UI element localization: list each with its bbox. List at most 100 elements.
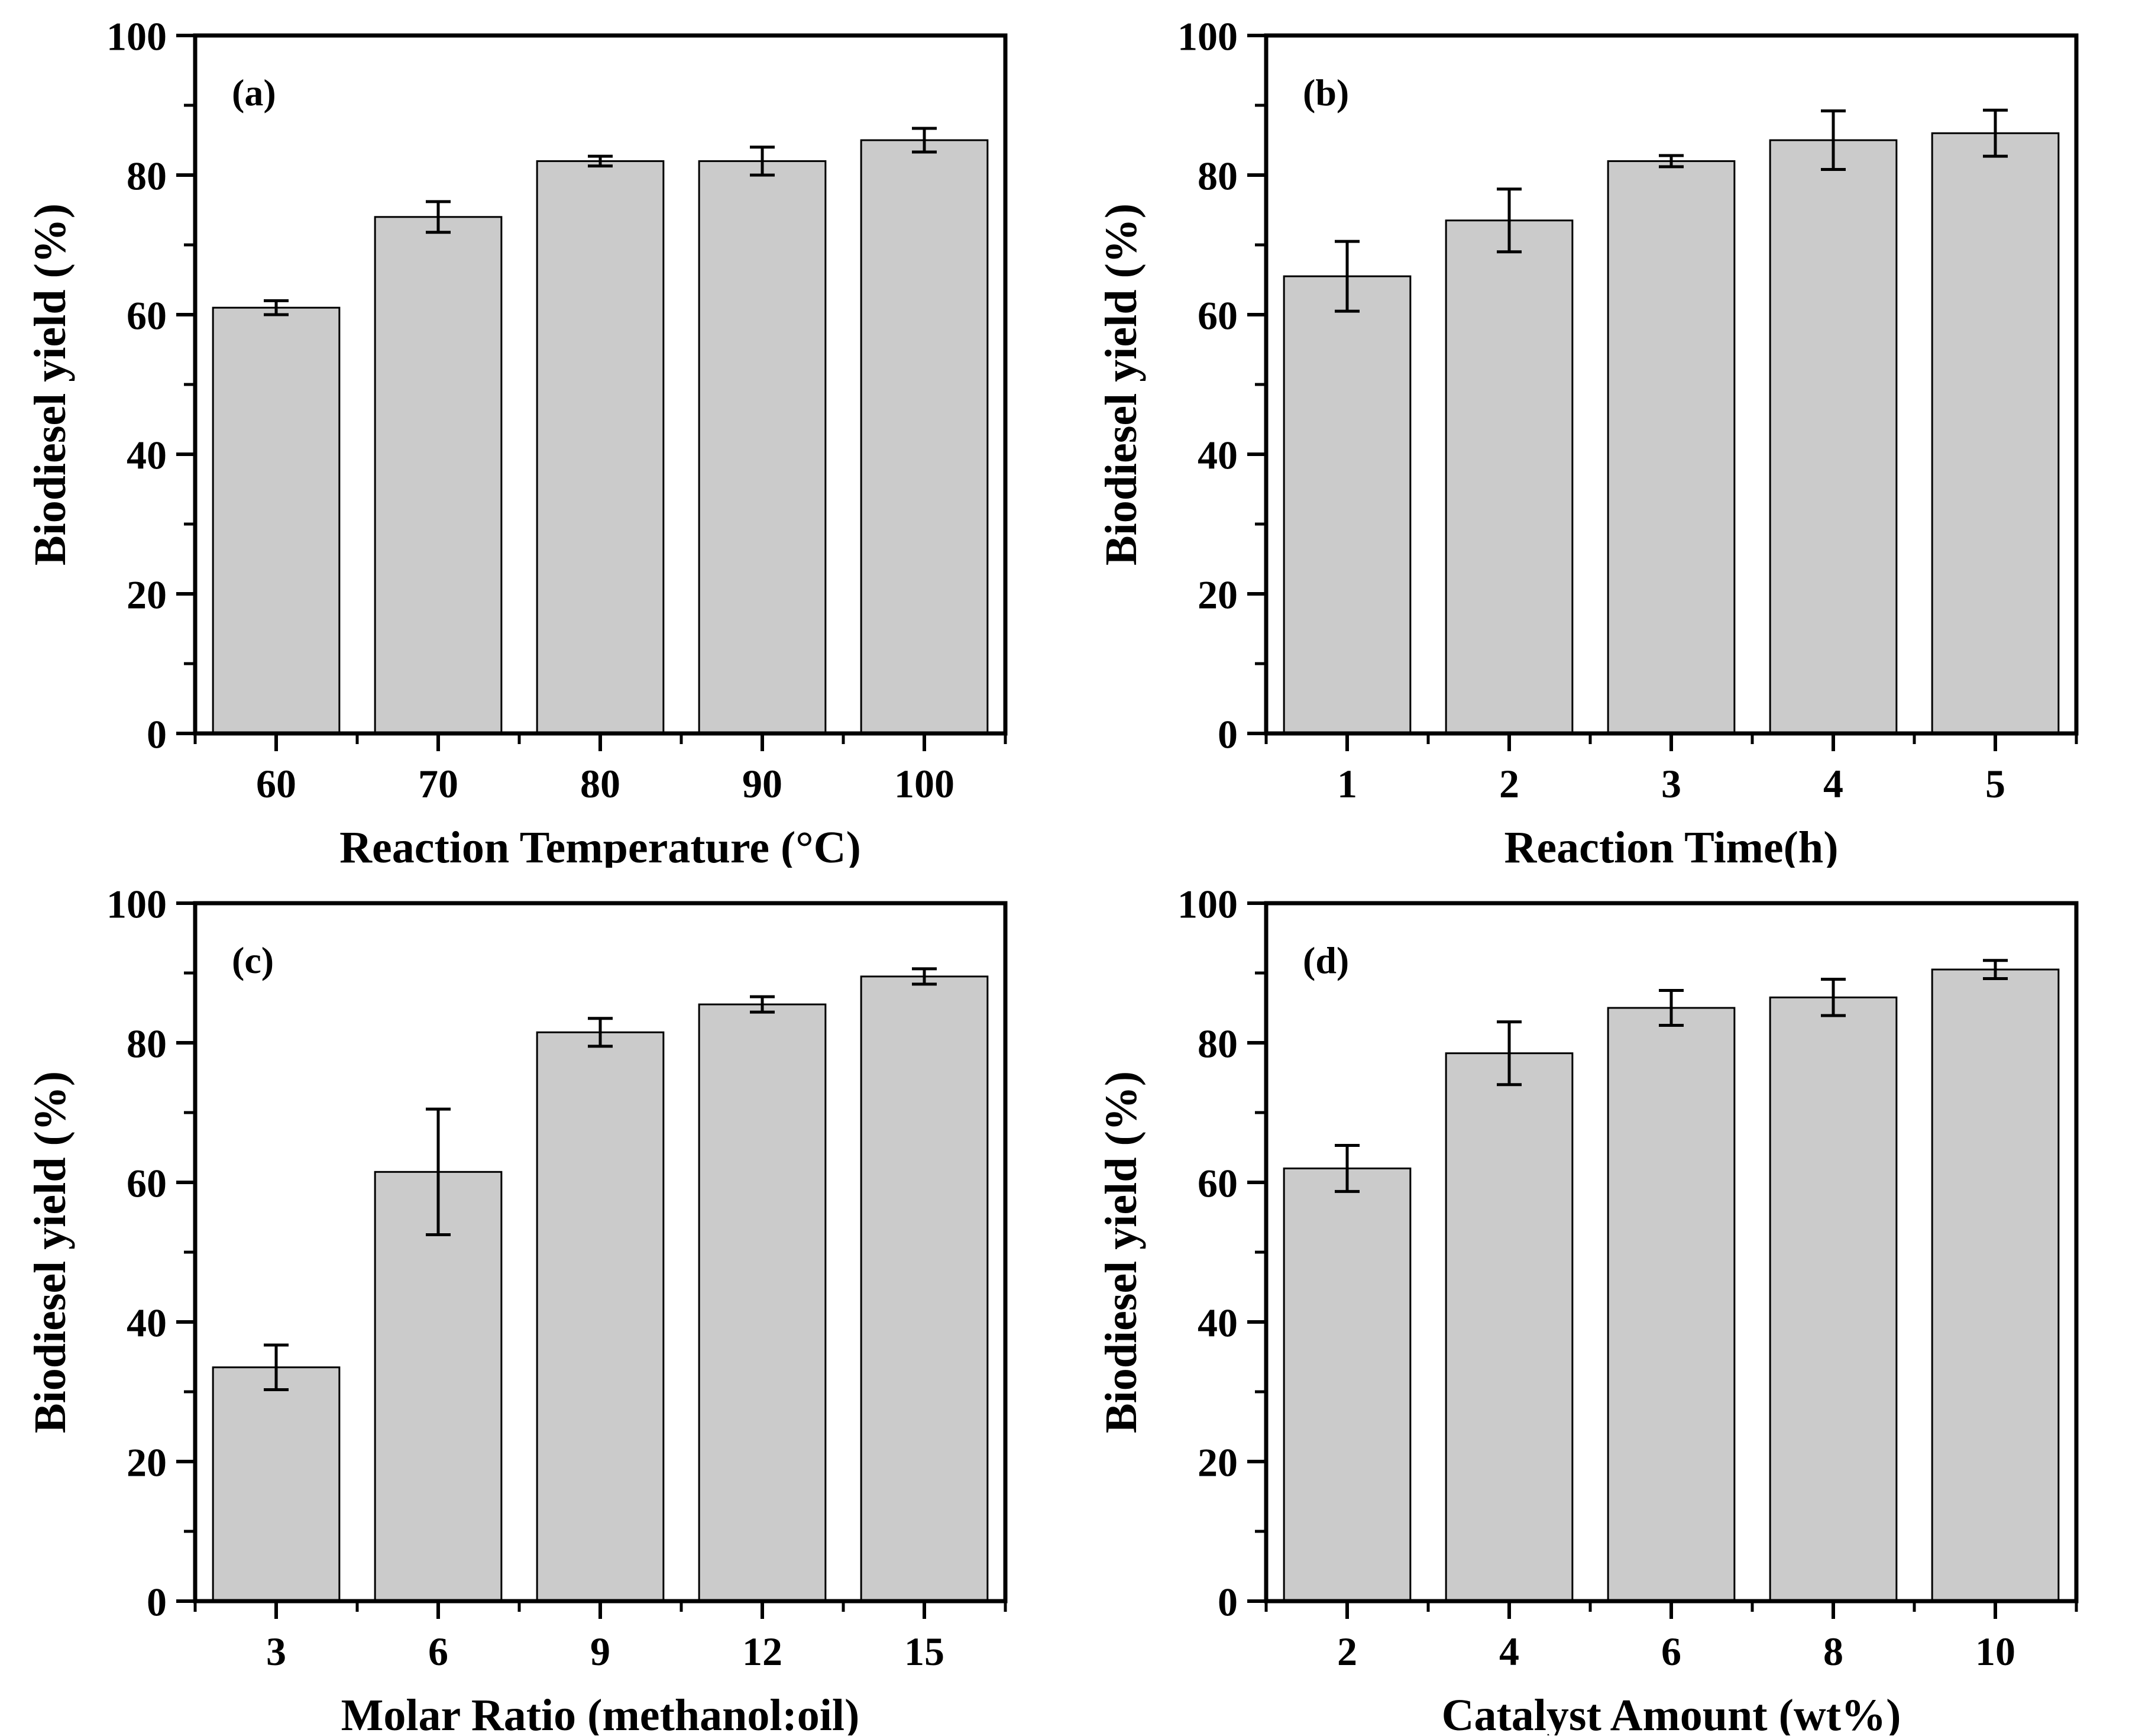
error-bar bbox=[1497, 1020, 1522, 1087]
x-tick-label: 9 bbox=[590, 1629, 610, 1674]
bar bbox=[374, 1171, 503, 1602]
y-tick-label: 80 bbox=[127, 153, 167, 198]
bar bbox=[698, 1003, 827, 1602]
y-tick-label: 0 bbox=[147, 712, 167, 757]
bar bbox=[1607, 1007, 1736, 1602]
bar bbox=[1445, 219, 1574, 735]
error-bar bbox=[1659, 154, 1684, 169]
y-tick-label: 40 bbox=[127, 432, 167, 477]
y-tick-label: 60 bbox=[1198, 293, 1238, 338]
y-tick-label: 80 bbox=[127, 1021, 167, 1066]
x-tick-label: 2 bbox=[1499, 761, 1519, 806]
x-tick-label: 15 bbox=[904, 1629, 944, 1674]
bar bbox=[1769, 139, 1898, 735]
panel-letter: (b) bbox=[1303, 72, 1349, 114]
error-bar bbox=[912, 967, 937, 986]
x-axis-title: Reaction Time(h) bbox=[1504, 823, 1838, 868]
panel-d: 0 20 40 60 80 100 2 4 6 8 10 Catalyst Amount (wt%) B… bbox=[1071, 868, 2142, 1735]
bar bbox=[536, 1031, 665, 1602]
error-bar bbox=[1821, 109, 1846, 172]
bar bbox=[860, 139, 989, 735]
y-tick-label: 60 bbox=[1198, 1160, 1238, 1205]
y-tick-label: 0 bbox=[1218, 712, 1238, 757]
y-tick-label: 100 bbox=[1177, 14, 1238, 59]
bar bbox=[1931, 132, 2060, 735]
y-tick-label: 100 bbox=[106, 881, 167, 926]
y-tick-label: 0 bbox=[147, 1579, 167, 1624]
error-bar bbox=[1983, 108, 2008, 158]
error-bar bbox=[750, 146, 775, 177]
error-bar bbox=[1335, 1143, 1360, 1193]
x-tick-label: 4 bbox=[1823, 761, 1843, 806]
error-bar bbox=[1983, 959, 2008, 980]
bar bbox=[1931, 968, 2060, 1602]
bar bbox=[1283, 1167, 1412, 1602]
panel-a: 0 20 40 60 80 100 60 70 80 90 100 Reaction Temperat… bbox=[0, 0, 1071, 868]
bar bbox=[212, 306, 341, 735]
x-tick-label: 3 bbox=[266, 1629, 286, 1674]
y-tick-label: 20 bbox=[127, 572, 167, 617]
y-tick-label: 100 bbox=[1177, 881, 1238, 926]
error-bar bbox=[264, 1343, 289, 1391]
bar-chart-catalyst-amount: 0 20 40 60 80 100 2 4 6 8 10 Catalyst Amount (wt%) B… bbox=[1096, 881, 2079, 1735]
y-tick-label: 40 bbox=[1198, 432, 1238, 477]
y-tick-label: 0 bbox=[1218, 1579, 1238, 1624]
y-tick-label: 60 bbox=[127, 1160, 167, 1205]
x-tick-label: 90 bbox=[742, 761, 782, 806]
error-bar bbox=[1659, 989, 1684, 1027]
x-tick-label: 80 bbox=[580, 761, 620, 806]
y-tick-label: 40 bbox=[127, 1300, 167, 1345]
panel-c: 0 20 40 60 80 100 3 6 9 12 15 Molar Ratio (methanol… bbox=[0, 868, 1071, 1735]
error-bar bbox=[588, 1017, 613, 1048]
x-tick-label: 1 bbox=[1337, 761, 1357, 806]
x-axis-title: Reaction Temperature (°C) bbox=[339, 823, 861, 868]
x-tick-label: 2 bbox=[1337, 1629, 1357, 1674]
error-bar bbox=[426, 1107, 451, 1236]
x-tick-label: 10 bbox=[1975, 1629, 2015, 1674]
x-tick-label: 60 bbox=[256, 761, 296, 806]
y-tick-label: 60 bbox=[127, 293, 167, 338]
error-bar bbox=[750, 995, 775, 1014]
x-tick-label: 5 bbox=[1985, 761, 2005, 806]
panel-letter: (c) bbox=[232, 939, 274, 981]
y-tick-label: 80 bbox=[1198, 153, 1238, 198]
error-bar bbox=[588, 154, 613, 168]
x-tick-label: 12 bbox=[742, 1629, 782, 1674]
x-tick-label: 6 bbox=[1661, 1629, 1681, 1674]
bar bbox=[1445, 1052, 1574, 1602]
y-axis-title: Biodiesel yield (%) bbox=[1096, 1071, 1146, 1433]
y-tick-label: 80 bbox=[1198, 1021, 1238, 1066]
x-axis-title: Molar Ratio (methanol:oil) bbox=[341, 1690, 860, 1735]
y-axis-title: Biodiesel yield (%) bbox=[1096, 203, 1146, 565]
error-bar bbox=[912, 127, 937, 154]
bar bbox=[374, 216, 503, 735]
y-axis-title: Biodiesel yield (%) bbox=[25, 203, 75, 565]
x-tick-label: 8 bbox=[1823, 1629, 1843, 1674]
bar bbox=[1607, 160, 1736, 735]
x-tick-label: 6 bbox=[428, 1629, 448, 1674]
x-axis-title: Catalyst Amount (wt%) bbox=[1442, 1690, 1901, 1735]
y-tick-label: 20 bbox=[127, 1440, 167, 1485]
bar bbox=[1769, 996, 1898, 1602]
error-bar bbox=[426, 200, 451, 234]
y-tick-label: 20 bbox=[1198, 572, 1238, 617]
bar bbox=[1283, 275, 1412, 735]
bar bbox=[860, 975, 989, 1602]
y-tick-label: 40 bbox=[1198, 1300, 1238, 1345]
bar bbox=[698, 160, 827, 735]
error-bar bbox=[264, 299, 289, 316]
x-tick-label: 70 bbox=[418, 761, 458, 806]
error-bar bbox=[1497, 187, 1522, 254]
x-tick-label: 4 bbox=[1499, 1629, 1519, 1674]
y-tick-label: 20 bbox=[1198, 1440, 1238, 1485]
y-tick-label: 100 bbox=[106, 14, 167, 59]
bar-chart-reaction-time: 0 20 40 60 80 100 1 2 3 4 5 Reaction Time(h) Biodies… bbox=[1096, 14, 2079, 868]
y-axis-title: Biodiesel yield (%) bbox=[25, 1071, 75, 1433]
error-bar bbox=[1335, 240, 1360, 313]
panel-letter: (a) bbox=[232, 72, 276, 114]
bar bbox=[212, 1366, 341, 1602]
panel-letter: (d) bbox=[1303, 939, 1349, 981]
x-tick-label: 100 bbox=[894, 761, 954, 806]
x-tick-label: 3 bbox=[1661, 761, 1681, 806]
